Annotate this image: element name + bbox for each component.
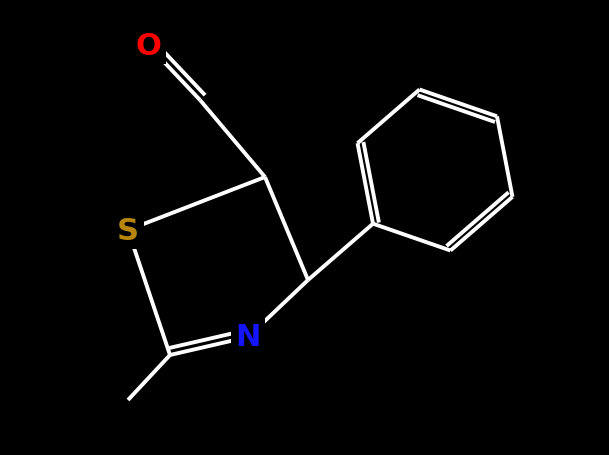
Text: N: N xyxy=(235,323,261,352)
Text: S: S xyxy=(117,216,139,245)
Text: O: O xyxy=(135,31,161,61)
